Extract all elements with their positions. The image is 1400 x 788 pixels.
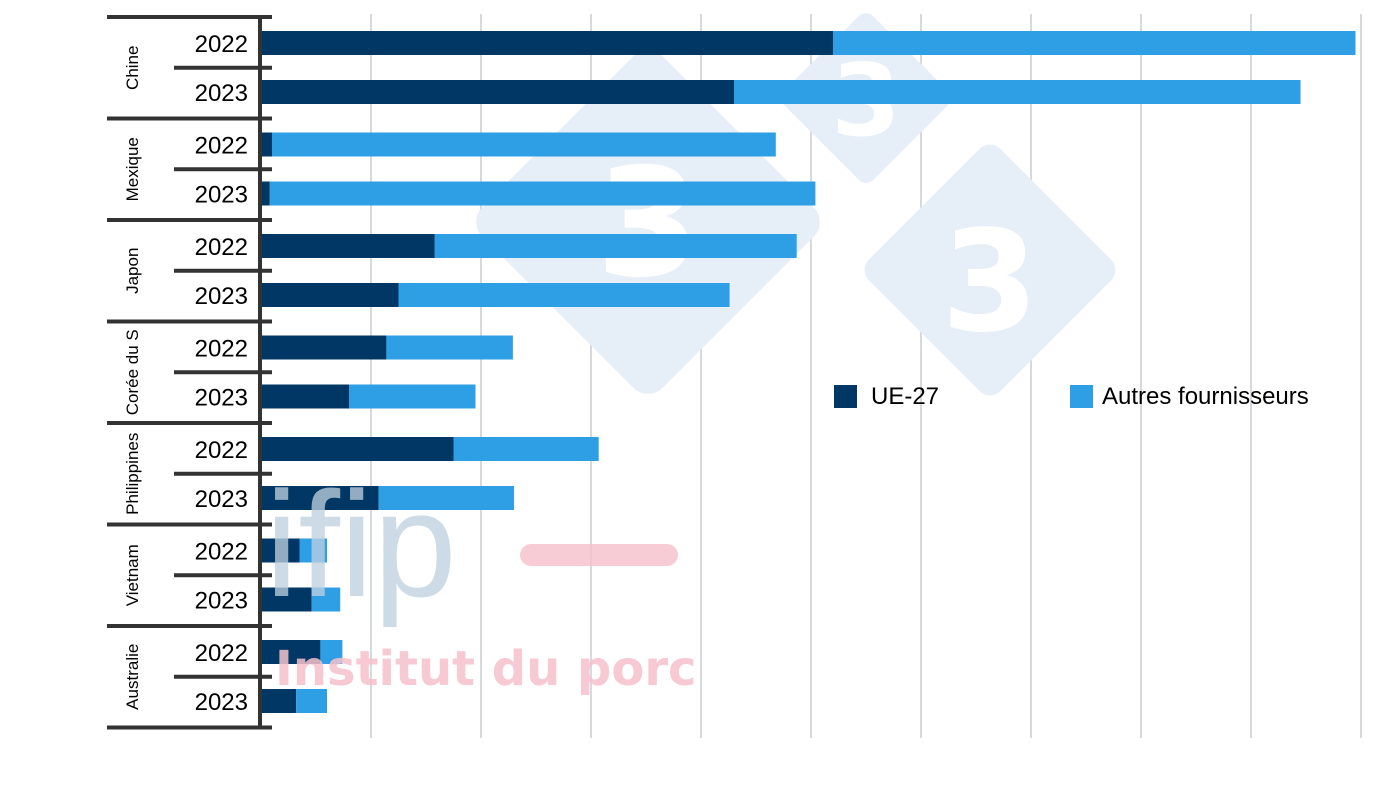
bar-ue27 — [261, 689, 297, 713]
legend-label-ue27: UE-27 — [871, 383, 939, 410]
year-tick-label: 2022 — [195, 336, 248, 363]
year-tick-label: 2022 — [195, 437, 248, 464]
year-tick-label: 2023 — [195, 283, 248, 310]
bar-autres-fournisseurs — [386, 335, 513, 360]
category-axis: 2022 2023 Chine 2022 2023 Mexique 2022 2023 Japo… — [107, 15, 272, 730]
bar-ue27 — [261, 181, 270, 206]
bar-ue27 — [261, 587, 312, 612]
year-tick-label: 2023 — [195, 80, 248, 107]
bar-ue27 — [261, 538, 300, 563]
bar-autres-fournisseurs — [299, 538, 327, 563]
year-tick-label: 2023 — [195, 182, 248, 209]
year-tick-label: 2022 — [195, 539, 248, 566]
bar-autres-fournisseurs — [734, 80, 1301, 104]
watermark-digit-3: 3 — [941, 201, 1038, 364]
watermark-diamond-3 — [864, 144, 1116, 396]
year-tick-label: 2023 — [195, 588, 248, 615]
bar-ue27 — [261, 283, 399, 307]
year-tick-label: 2022 — [195, 234, 248, 261]
legend-label-autres: Autres fournisseurs — [1102, 383, 1309, 410]
bar-ue27 — [261, 234, 435, 258]
bar-autres-fournisseurs — [349, 384, 476, 409]
ifip-logo-text: ifip — [265, 460, 457, 628]
country-tick-label: Vietnam — [123, 544, 142, 606]
bar-autres-fournisseurs — [833, 31, 1356, 55]
bar-autres-fournisseurs — [398, 283, 730, 307]
legend-swatch-autres — [1070, 385, 1093, 408]
bar-autres-fournisseurs — [434, 234, 797, 258]
333-watermark: 3 3 3 — [476, 13, 1116, 396]
year-tick-label: 2022 — [195, 133, 248, 160]
bar-autres-fournisseurs — [320, 640, 343, 664]
legend-swatch-ue27 — [834, 385, 857, 408]
country-tick-label: Japon — [123, 248, 142, 294]
bar-autres-fournisseurs — [378, 486, 514, 510]
bar-autres-fournisseurs — [453, 437, 599, 461]
bar-ue27 — [261, 335, 387, 360]
bar-autres-fournisseurs — [272, 132, 776, 157]
year-tick-label: 2022 — [195, 640, 248, 667]
year-tick-label: 2022 — [195, 31, 248, 58]
country-tick-label: Chine — [123, 46, 142, 90]
year-tick-label: 2023 — [195, 486, 248, 513]
bar-autres-fournisseurs — [296, 689, 327, 713]
legend: UE-27 Autres fournisseurs — [834, 383, 1309, 410]
bar-autres-fournisseurs — [269, 181, 816, 206]
bar-ue27 — [261, 384, 349, 409]
bar-ue27 — [261, 640, 321, 664]
watermark-digit-1: 3 — [596, 137, 700, 311]
ifip-logo-subtitle: Institut du porc — [275, 641, 696, 697]
bar-ue27 — [261, 132, 272, 157]
country-tick-label: Mexique — [123, 137, 142, 201]
ifip-logo-bar — [520, 544, 678, 566]
bar-ue27 — [261, 31, 833, 55]
year-tick-label: 2023 — [195, 385, 248, 412]
ifip-logo-watermark: ifip Institut du porc — [265, 460, 696, 697]
bars — [261, 31, 1356, 713]
country-tick-label: Australie — [123, 644, 142, 710]
country-tick-label: Corée du S — [123, 329, 142, 415]
country-tick-label: Philippines — [123, 433, 142, 515]
bar-ue27 — [261, 486, 379, 510]
bar-ue27 — [261, 80, 734, 104]
year-tick-label: 2023 — [195, 689, 248, 716]
bar-autres-fournisseurs — [311, 587, 341, 612]
bar-ue27 — [261, 437, 454, 461]
